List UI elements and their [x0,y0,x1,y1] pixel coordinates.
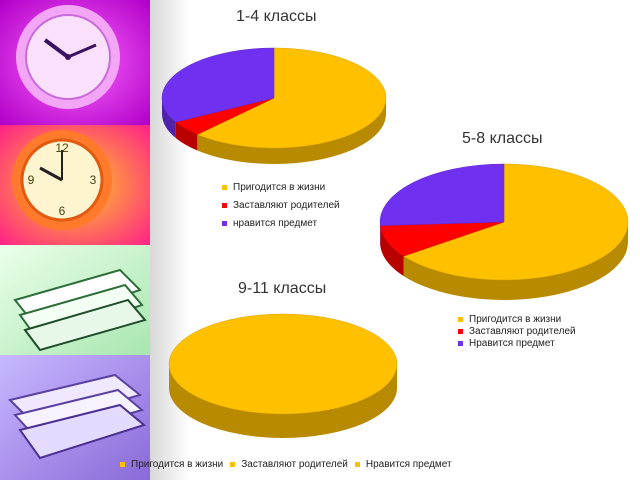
pie-slice-0 [403,163,629,281]
chart-title-5-8: 5-8 классы [462,130,543,147]
pie-slice-2 [379,163,505,226]
pie-side-1 [380,225,404,277]
pie-side-0 [403,222,628,300]
pie-slice-2 [161,47,275,123]
books-photo-green [0,245,150,355]
legend-label: Пригодится в жизни [131,459,224,470]
pie-side-1 [175,122,198,151]
legend-swatch [354,462,360,467]
pie-chart-1-4 [161,47,387,165]
svg-text:3: 3 [90,173,97,187]
legend-label: Пригодится в жизни [469,313,562,325]
photo-strip: 12 3 6 9 [0,0,150,480]
pie-slice-0 [168,313,398,415]
legend-item: нравится предмет [222,214,340,232]
svg-text:6: 6 [59,204,66,218]
clock-photo-purple [0,0,150,125]
legend-item: Заставляют родителей [458,325,576,337]
legend-swatch [222,220,227,226]
legend-swatch [458,328,463,334]
legend-item: Пригодится в жизни [120,459,223,470]
pie-side-0 [169,364,397,438]
legend-5-8: Пригодится в жизни Заставляют родителей … [458,313,576,349]
legend-swatch [222,184,227,190]
legend-item: Заставляют родителей [222,196,340,214]
legend-swatch [458,316,463,322]
pie-chart-9-11 [168,313,398,438]
pie-slice-0 [196,47,387,149]
legend-label: Нравится предмет [365,459,452,470]
legend-label: Пригодится в жизни [233,181,326,193]
legend-item: Пригодится в жизни [222,178,340,196]
chart-title-1-4: 1-4 классы [236,8,317,25]
svg-text:9: 9 [28,173,35,187]
legend-item: Нравится предмет [458,337,576,349]
legend-item: Заставляют родителей [230,459,348,470]
legend-label: Нравится предмет [469,337,555,349]
svg-text:12: 12 [55,141,69,155]
legend-swatch [458,340,463,346]
legend-label: нравится предмет [233,217,318,229]
legend-label: Заставляют родителей [233,199,340,211]
legend-1-4: Пригодится в жизни Заставляют родителей … [222,178,340,232]
legend-swatch [120,462,125,467]
legend-label: Заставляют родителей [241,459,348,470]
books-photo-lavender [0,355,150,480]
legend-label: Заставляют родителей [469,325,576,337]
legend-item: Пригодится в жизни [458,313,576,325]
pie-side-2 [162,98,176,139]
legend-item: Нравится предмет [354,459,452,470]
chart-title-9-11: 9-11 классы [238,280,327,297]
legend-swatch [222,202,227,208]
clock-photo-orange: 12 3 6 9 [0,125,150,245]
pie-side-0 [197,98,386,165]
legend-swatch [230,462,236,467]
legend-9-11: Пригодится в жизни Заставляют родителей … [120,459,459,470]
pie-chart-5-8 [379,163,629,300]
